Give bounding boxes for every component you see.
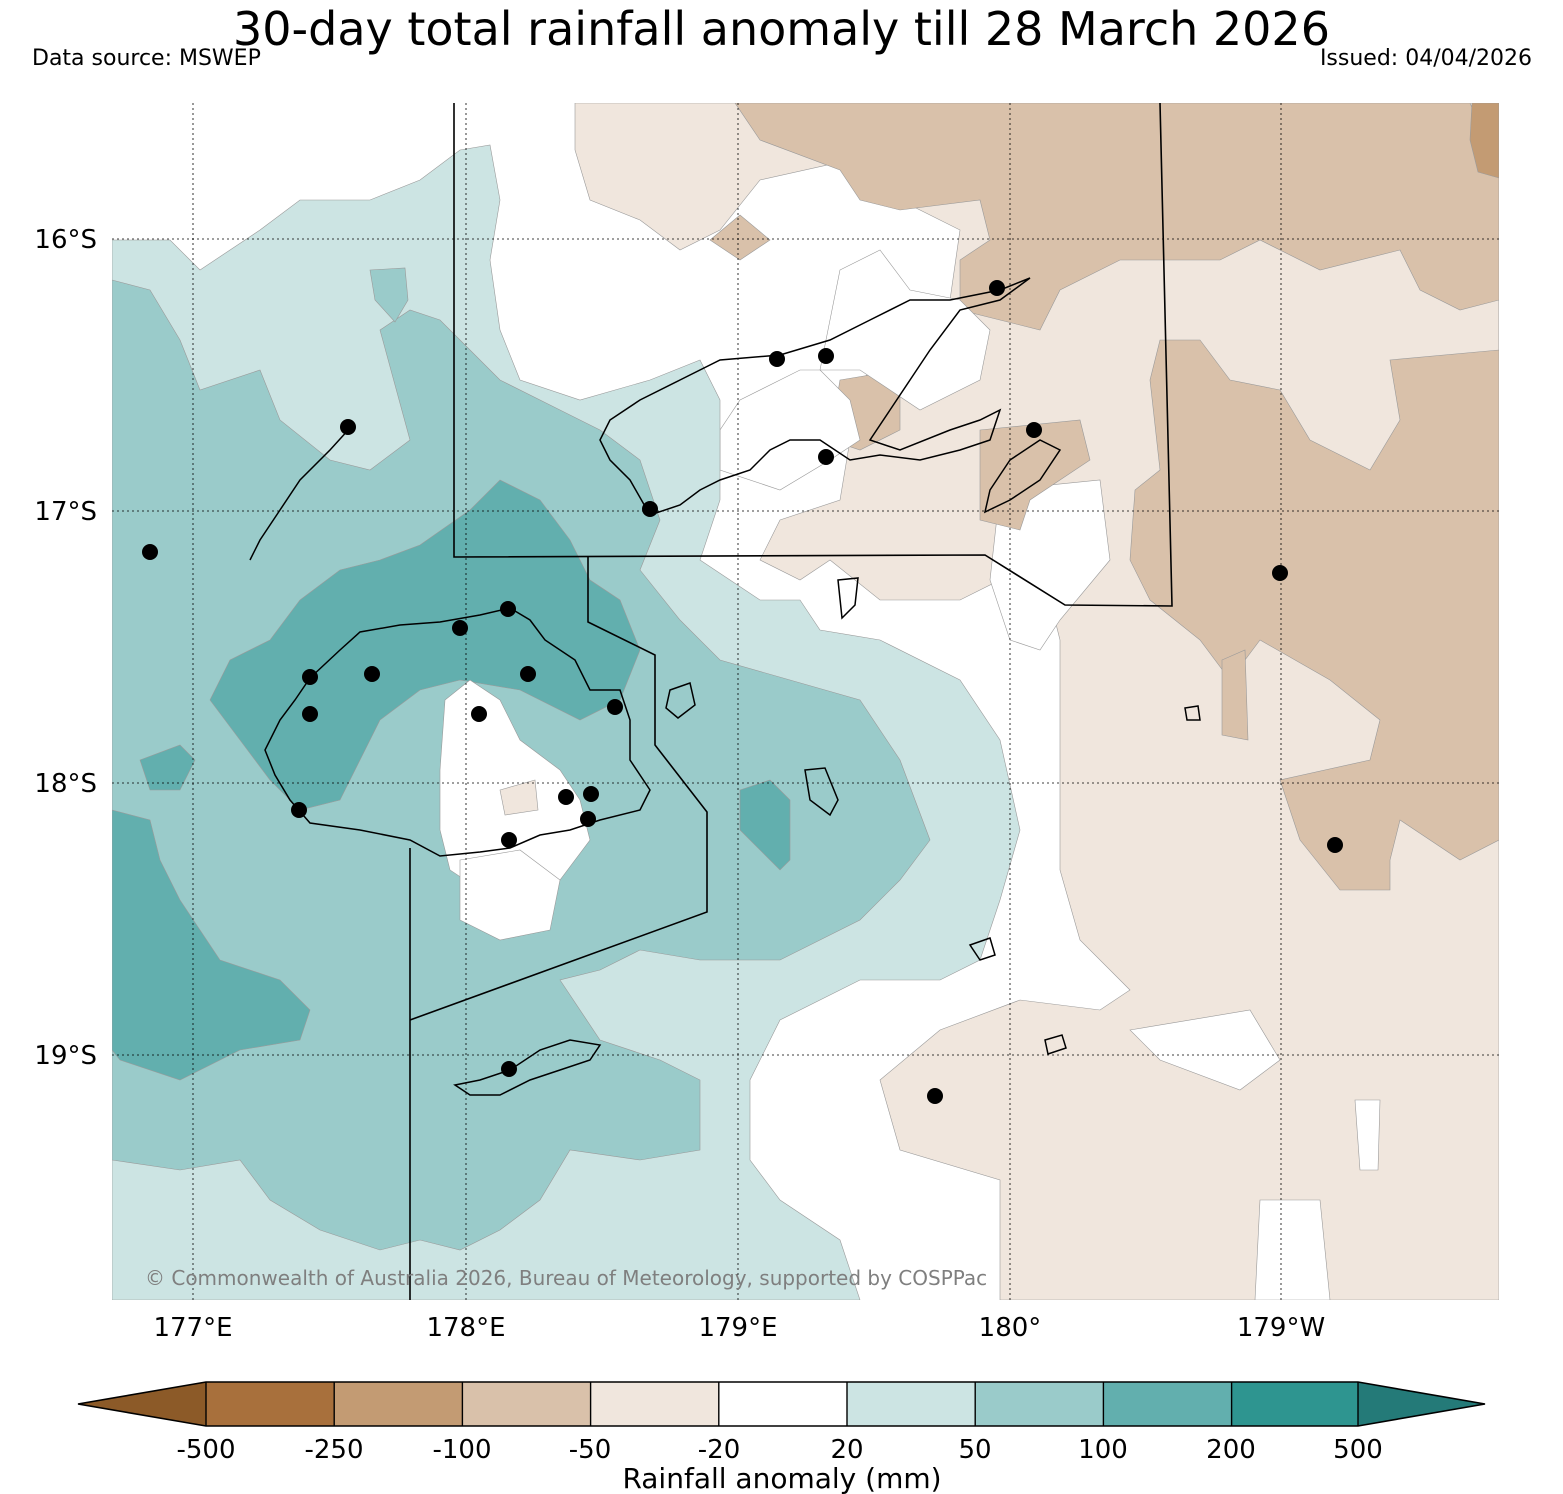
colorbar-tick-label: -50 (569, 1435, 611, 1465)
anomaly-zone-dry-strong (1469, 103, 1499, 179)
station-marker (818, 348, 834, 364)
lon-label-179w: 179°W (1237, 1313, 1325, 1343)
rainfall-anomaly-field (112, 103, 1499, 1300)
colorbar-bin (847, 1382, 976, 1426)
lon-label-179e: 179°E (698, 1313, 777, 1343)
viti-levu-coastline (264, 607, 651, 857)
colorbar-bin (975, 1382, 1104, 1426)
colorbar-bin (206, 1382, 335, 1426)
copyright-notice: © Commonwealth of Australia 2026, Bureau… (145, 1266, 987, 1290)
yasawa-islands-coastline (249, 427, 351, 561)
colorbar-tick-label: -500 (176, 1435, 235, 1465)
station-marker (520, 666, 536, 682)
station-marker (927, 1088, 943, 1104)
graticule (112, 103, 1499, 1300)
station-marker (471, 706, 487, 722)
anomaly-zone-wet-strong-sw (112, 809, 311, 1081)
ono-i-lau-coastline (1044, 1034, 1067, 1055)
station-marker (580, 811, 596, 827)
colorbar-tick-label: 100 (1078, 1435, 1128, 1465)
anomaly-zone-neutral-southcoast (459, 849, 561, 941)
station-marker (302, 669, 318, 685)
colorbar-extend-high (1358, 1382, 1485, 1426)
station-marker (142, 544, 158, 560)
map-title: 30-day total rainfall anomaly till 28 Ma… (233, 2, 1330, 56)
station-marker (1026, 422, 1042, 438)
anomaly-zone-wet-strong (209, 479, 641, 811)
station-marker (452, 620, 468, 636)
station-marker (818, 449, 834, 465)
issued-date-label: Issued: 04/04/2026 (1319, 46, 1532, 71)
anomaly-zone-dry-medium-center (979, 419, 1091, 531)
colorbar-tick-label: 200 (1206, 1435, 1256, 1465)
lat-label-17s: 17°S (34, 497, 97, 527)
station-marker (642, 501, 658, 517)
station-marker (302, 706, 318, 722)
colorbar-tick-label: 500 (1333, 1435, 1383, 1465)
station-marker (1272, 565, 1288, 581)
anomaly-zone-neutral-vanualevu (719, 249, 991, 491)
station-marker (607, 699, 623, 715)
lon-label-178e: 178°E (426, 1313, 505, 1343)
anomaly-zone-wet-strong-w (139, 744, 196, 791)
colorbar-bin (462, 1382, 591, 1426)
colorbar-tick-label: -100 (432, 1435, 491, 1465)
boundary-lines (409, 103, 1173, 1300)
colorbar-bin (718, 1382, 847, 1426)
gau-island-coastline (804, 767, 839, 817)
data-source-label: Data source: MSWEP (32, 46, 261, 71)
station-marker (769, 351, 785, 367)
colorbar-bin (1103, 1382, 1232, 1426)
colorbar-title: Rainfall anomaly (mm) (622, 1462, 941, 1494)
colorbar-extend-low (78, 1382, 206, 1426)
boundary-northwest (453, 103, 1173, 607)
anomaly-zone-dry-medium-small (709, 214, 771, 261)
station-marker (558, 789, 574, 805)
anomaly-zone-neutral-bottom (1254, 1199, 1331, 1300)
lon-label-177e: 177°E (153, 1313, 232, 1343)
station-marker (501, 1061, 517, 1077)
boundary-central (409, 557, 708, 1021)
vatoa-island-coastline (837, 577, 859, 620)
station-marker (1327, 837, 1343, 853)
colorbar-tick-label: 20 (830, 1435, 863, 1465)
tonga-islet-coastline (1184, 705, 1201, 721)
lat-label-18s: 18°S (34, 769, 97, 799)
station-marker (500, 601, 516, 617)
station-marker (989, 280, 1005, 296)
anomaly-zone-wet-medium-islet (369, 267, 409, 323)
lakeba-island-coastline (968, 937, 996, 961)
lat-label-19s: 19°S (34, 1041, 97, 1071)
station-marker (583, 786, 599, 802)
station-marker (291, 802, 307, 818)
koro-island-coastline (665, 682, 696, 719)
lon-label-180: 180° (979, 1313, 1042, 1343)
colorbar-bin (590, 1382, 719, 1426)
colorbar-bin (334, 1382, 463, 1426)
colorbar-tick-label: 50 (958, 1435, 991, 1465)
taveuni-coastline (983, 439, 1062, 514)
colorbar: -500 -250 -100 -50 -20 20 50 100 200 500… (77, 1381, 1486, 1494)
station-marker (340, 419, 356, 435)
station-markers (142, 280, 1343, 1104)
anomaly-zone-neutral-south (1129, 1009, 1281, 1091)
anomaly-zone-wet-strong-se (739, 779, 791, 871)
station-marker (501, 832, 517, 848)
colorbar-bin (1231, 1382, 1358, 1426)
colorbar-tick-label: -250 (304, 1435, 363, 1465)
vanua-levu-coastline (599, 277, 1031, 516)
station-marker (364, 666, 380, 682)
lat-label-16s: 16°S (34, 225, 97, 255)
anomaly-zone-neutral-sliver (1354, 1099, 1381, 1171)
colorbar-tick-label: -20 (698, 1435, 740, 1465)
anomaly-zone-dry-medium-sliver (1221, 649, 1249, 741)
